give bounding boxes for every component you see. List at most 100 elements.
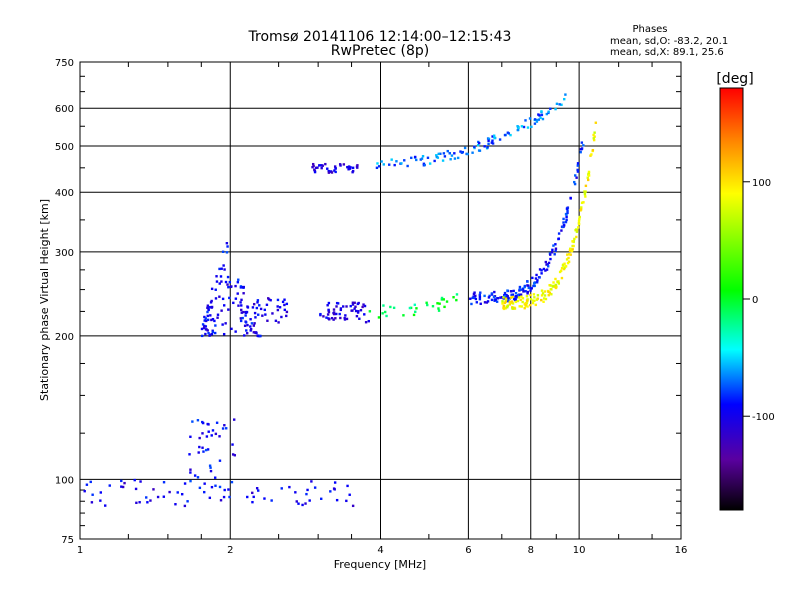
data-point [469,297,472,300]
info-line-x: mean, sd,X: 89.1, 25.6 [610,47,724,58]
data-point [527,286,530,290]
data-point [421,154,425,158]
data-point [221,297,225,301]
data-point [203,482,206,485]
data-point [437,307,440,310]
data-point [251,491,254,495]
data-point [449,158,452,161]
data-point [211,330,215,334]
data-point [473,296,476,300]
data-point [493,290,496,294]
data-point [526,284,529,287]
data-point [240,304,243,307]
data-point [222,264,225,267]
data-point [174,503,177,506]
data-point [281,300,285,304]
data-point [511,293,515,296]
data-point [547,110,550,113]
data-point [575,235,578,239]
data-point [249,318,252,321]
data-point [380,160,383,163]
data-point [453,152,456,155]
data-point [532,293,536,296]
data-point [496,297,500,300]
data-point [513,298,517,301]
data-point [576,168,579,172]
data-point [580,206,583,209]
data-point [257,334,260,338]
data-point [506,306,509,309]
data-point [410,156,413,160]
data-point [587,174,591,177]
data-point [504,307,507,310]
data-point [550,293,553,296]
data-point [206,448,210,451]
data-point [326,304,329,307]
data-point [377,316,381,319]
data-point [487,139,490,142]
data-point [542,297,546,300]
data-point [205,328,208,331]
data-point [523,284,527,288]
data-point [338,312,341,316]
data-point [583,190,586,193]
data-point [257,313,260,316]
data-point [452,296,455,299]
data-point [283,298,286,301]
data-point [278,306,282,309]
data-point [506,304,510,307]
data-point [565,258,569,261]
data-point [263,308,266,312]
data-point [490,292,494,295]
data-point [230,327,233,331]
data-point [324,162,327,166]
data-point [549,253,552,256]
data-point [517,296,521,299]
data-point [239,317,243,320]
data-point [270,499,273,502]
data-point [202,450,205,453]
data-point [207,308,210,311]
data-point [583,192,587,196]
data-point [319,312,322,316]
data-point [216,313,220,316]
data-point [573,237,576,241]
data-point [415,307,418,310]
data-point [104,504,107,507]
data-point [573,182,577,186]
data-point [565,215,568,219]
info-heading: Phases [632,24,667,35]
data-point [223,424,226,427]
data-point [443,155,447,158]
data-point [332,308,336,311]
data-point [593,131,596,134]
axis-ticks [80,62,681,539]
data-point [327,171,331,174]
data-point [381,312,384,315]
data-point [584,184,588,188]
data-point [438,302,441,305]
data-point [582,144,585,147]
data-point [226,245,229,248]
data-point [222,495,226,499]
data-point [539,116,542,120]
data-point [594,121,598,124]
data-point [557,232,561,235]
data-point [592,133,595,137]
data-point [214,432,218,436]
data-point [415,158,418,162]
data-point [234,330,237,333]
data-point [461,150,465,154]
data-point [500,296,504,299]
data-point [283,303,286,307]
data-point [208,305,211,309]
data-point [211,317,215,321]
data-point [176,491,179,494]
data-point [570,249,574,253]
data-point [478,295,482,299]
data-point [226,283,229,286]
data-point [561,225,564,229]
data-point [288,485,291,489]
data-point [437,152,440,156]
data-point [345,317,349,321]
